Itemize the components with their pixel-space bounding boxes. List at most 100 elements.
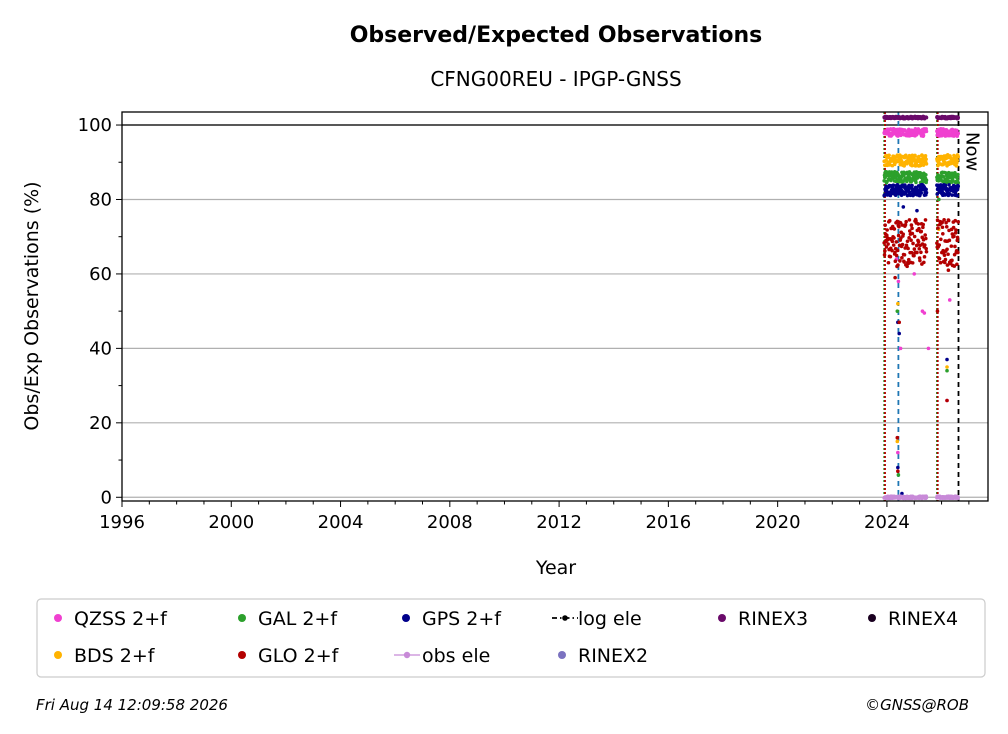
legend-box xyxy=(36,598,986,678)
data-point xyxy=(910,183,914,188)
x-axis-label: Year xyxy=(535,557,576,579)
data-point xyxy=(947,183,951,187)
data-point xyxy=(883,249,887,253)
legend-label: GAL 2+f xyxy=(258,608,338,630)
data-point xyxy=(926,346,931,351)
data-point xyxy=(912,234,917,239)
data-point xyxy=(945,398,949,403)
data-point xyxy=(902,253,907,257)
data-point xyxy=(954,164,959,168)
data-point xyxy=(943,161,948,165)
series-glo-2-f xyxy=(882,217,961,474)
data-point xyxy=(901,205,906,209)
data-point xyxy=(904,153,908,158)
legend-marker xyxy=(54,651,62,659)
data-point xyxy=(917,154,921,159)
data-point xyxy=(885,228,889,232)
data-point xyxy=(900,242,905,247)
data-point xyxy=(955,238,960,243)
data-point xyxy=(917,226,921,231)
data-point xyxy=(944,224,949,229)
series-gal-2-f xyxy=(882,169,961,477)
data-point xyxy=(886,260,891,265)
data-point xyxy=(924,115,929,120)
legend-item: GAL 2+f xyxy=(238,608,338,630)
data-point xyxy=(954,228,958,232)
data-point xyxy=(916,188,920,192)
data-point xyxy=(924,178,929,183)
legend-marker xyxy=(718,614,726,622)
data-point xyxy=(955,187,960,192)
data-point xyxy=(912,247,917,251)
grid-lines xyxy=(122,124,988,498)
x-axis-ticks: 1996 2000 2004 2008 2012 2016 2020 2024 xyxy=(99,501,970,533)
series-bds-2-f xyxy=(882,153,961,444)
legend-item: RINEX2 xyxy=(558,645,648,667)
data-point xyxy=(940,220,944,225)
data-point xyxy=(915,208,919,213)
data-point xyxy=(953,231,958,235)
data-point xyxy=(896,465,900,470)
data-point xyxy=(911,241,915,246)
x-tick-label: 2024 xyxy=(864,512,910,533)
legend-item: GPS 2+f xyxy=(402,608,502,630)
data-point xyxy=(922,260,926,265)
data-point xyxy=(924,157,928,162)
data-point xyxy=(892,227,897,231)
data-point xyxy=(956,155,961,159)
data-point xyxy=(903,222,908,227)
data-point xyxy=(910,163,914,168)
data-point xyxy=(937,256,942,261)
legend-label: GLO 2+f xyxy=(258,645,340,667)
data-point xyxy=(923,218,928,222)
data-point xyxy=(898,346,903,351)
legend-label: BDS 2+f xyxy=(74,645,156,667)
data-point xyxy=(955,158,960,163)
x-tick-label: 2000 xyxy=(208,512,254,533)
data-point xyxy=(894,253,899,258)
data-point xyxy=(956,131,961,136)
data-point xyxy=(896,469,900,474)
legend: QZSS 2+f GAL 2+f GPS 2+f log ele RINEX3 RINEX… xyxy=(54,608,958,667)
data-point xyxy=(923,154,928,158)
x-tick-label: 2012 xyxy=(536,512,582,533)
data-point xyxy=(924,495,929,500)
data-point xyxy=(955,175,960,180)
footer-timestamp: Fri Aug 14 12:09:58 2026 xyxy=(36,696,228,714)
data-point xyxy=(919,250,923,255)
data-point xyxy=(884,245,889,249)
data-point xyxy=(917,246,922,251)
data-point xyxy=(910,226,914,231)
data-point xyxy=(941,175,946,179)
data-point xyxy=(897,224,901,229)
y-tick-label: 40 xyxy=(89,338,112,359)
data-point xyxy=(893,259,898,263)
data-point xyxy=(896,301,900,306)
legend-item: BDS 2+f xyxy=(54,645,156,667)
legend-item: log ele xyxy=(552,608,642,630)
data-point xyxy=(891,183,896,187)
data-point xyxy=(923,243,927,247)
chart-title: Observed/Expected Observations xyxy=(350,23,763,48)
data-point xyxy=(956,115,961,120)
data-point xyxy=(956,172,960,177)
data-point xyxy=(955,262,959,267)
series-gps-2-f xyxy=(882,182,961,496)
data-point xyxy=(924,249,929,254)
data-point xyxy=(907,218,912,222)
plot-frame xyxy=(121,111,989,502)
y-tick-label: 20 xyxy=(89,413,112,434)
data-point xyxy=(952,234,956,239)
data-point xyxy=(939,237,943,242)
data-point xyxy=(896,279,901,284)
data-point xyxy=(918,170,923,175)
y-axis-ticks: 0 20 40 60 80 100 xyxy=(78,115,122,508)
data-point xyxy=(890,248,894,253)
legend-item: obs ele xyxy=(394,645,490,667)
data-point xyxy=(952,264,957,268)
data-point xyxy=(897,320,902,325)
now-label: Now xyxy=(961,132,982,171)
data-point xyxy=(946,268,951,273)
data-point xyxy=(942,260,947,265)
data-point xyxy=(956,184,961,189)
